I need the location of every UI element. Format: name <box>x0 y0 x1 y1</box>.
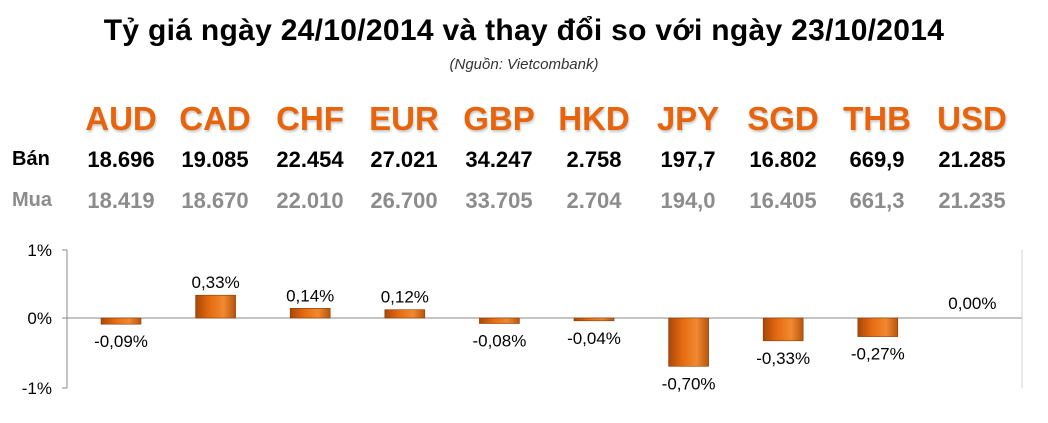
bar-aud <box>100 317 142 325</box>
buy-rate-usd: 21.235 <box>938 188 1006 213</box>
y-tick-label: 1% <box>27 241 52 260</box>
data-label-jpy: -0,70% <box>662 374 716 393</box>
bar-eur <box>384 309 426 319</box>
buy-rate-eur: 26.700 <box>370 188 438 213</box>
data-label-sgd: -0,33% <box>756 349 810 368</box>
bar-sgd <box>762 317 804 342</box>
data-label-thb: -0,27% <box>851 345 905 364</box>
y-tick-label: 0% <box>27 309 52 328</box>
source-note: (Nguồn: Vietcombank) <box>449 56 599 73</box>
sell-rate-sgd: 16.802 <box>749 147 817 172</box>
data-label-aud: -0,09% <box>94 332 148 351</box>
sell-rate-usd: 21.285 <box>938 147 1006 172</box>
chart-title: Tỷ giá ngày 24/10/2014 và thay đổi so vớ… <box>103 14 945 47</box>
sell-rate-hkd: 2.758 <box>566 147 622 172</box>
data-label-chf: 0,14% <box>286 286 334 305</box>
bar-gbp <box>479 317 520 324</box>
currency-sgd: SGD <box>747 100 819 137</box>
currency-aud: AUD <box>85 100 157 137</box>
sell-rate-cad: 19.085 <box>181 147 249 172</box>
data-label-eur: 0,12% <box>381 288 429 307</box>
sell-rate-aud: 18.696 <box>87 147 155 172</box>
sell-rate-thb: 669,9 <box>849 147 905 172</box>
currency-jpy: JPY <box>656 100 720 137</box>
buy-rate-jpy: 194,0 <box>660 188 716 213</box>
sell-rate-gbp: 34.247 <box>465 147 533 172</box>
sell-rate-chf: 22.454 <box>276 147 344 172</box>
buy-label: Mua <box>12 189 52 211</box>
sell-label: Bán <box>12 148 50 170</box>
sell-rate-jpy: 197,7 <box>660 147 716 172</box>
currency-gbp: GBP <box>463 100 535 137</box>
buy-rate-thb: 661,3 <box>849 188 905 213</box>
bar-thb <box>857 317 899 337</box>
bar-cad <box>195 294 236 319</box>
data-label-hkd: -0,04% <box>567 329 621 348</box>
currency-hkd: HKD <box>558 100 630 137</box>
bar-chf <box>289 307 331 319</box>
currency-chf: CHF <box>276 100 344 137</box>
data-label-usd: 0,00% <box>948 294 996 313</box>
buy-rate-aud: 18.419 <box>87 188 155 213</box>
currency-thb: THB <box>843 100 911 137</box>
currency-cad: CAD <box>179 100 251 137</box>
y-tick-label: -1% <box>22 379 52 398</box>
data-label-cad: 0,33% <box>191 273 239 292</box>
buy-rate-hkd: 2.704 <box>566 188 622 213</box>
buy-rate-cad: 18.670 <box>181 188 249 213</box>
data-label-gbp: -0,08% <box>472 332 526 351</box>
sell-rate-eur: 27.021 <box>370 147 438 172</box>
bar-hkd <box>573 317 615 322</box>
currency-usd: USD <box>937 100 1007 137</box>
bar-jpy <box>668 317 709 367</box>
currency-header-row: AUD CAD CHF EUR GBP HKD JPY SGD THB USD <box>0 100 1048 144</box>
currency-eur: EUR <box>369 100 439 137</box>
buy-rate-sgd: 16.405 <box>749 188 817 213</box>
buy-rate-gbp: 33.705 <box>465 188 533 213</box>
buy-rate-chf: 22.010 <box>276 188 344 213</box>
